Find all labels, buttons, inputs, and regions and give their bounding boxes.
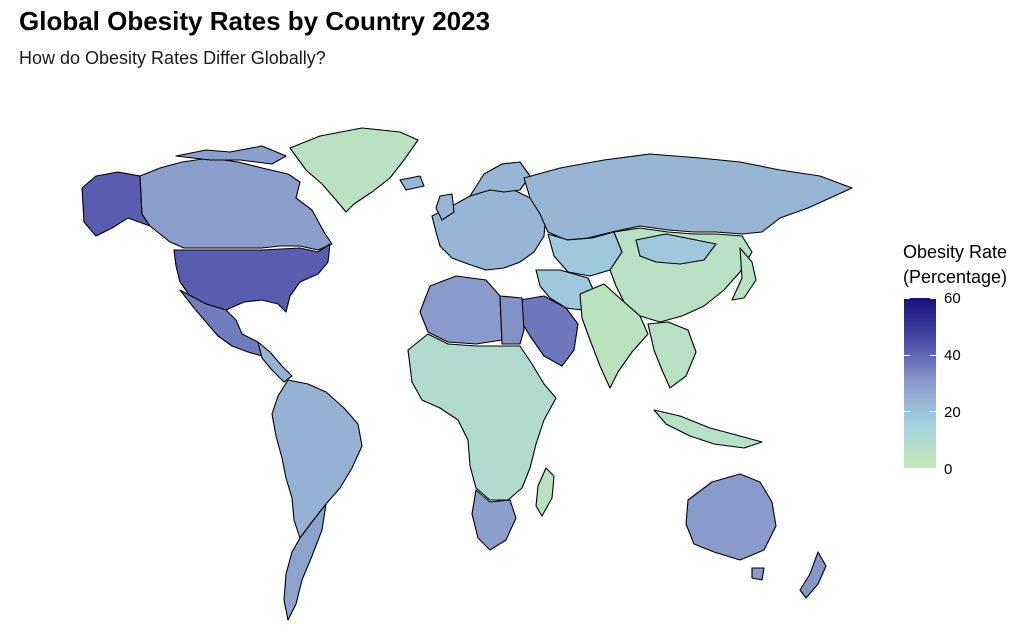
region-north-africa — [419, 275, 503, 345]
region-india — [579, 283, 649, 389]
legend-title-line1: Obesity Rate — [903, 242, 1008, 262]
legend-tick-60: 60 — [944, 290, 961, 307]
region-tasmania — [751, 567, 765, 581]
legend-tick-mark — [904, 411, 910, 412]
region-united-kingdom — [435, 193, 455, 221]
legend-tick-mark — [930, 411, 936, 412]
region-russia — [523, 153, 853, 241]
legend-color-bar — [904, 298, 936, 469]
region-scandinavia — [469, 161, 531, 197]
region-south-america — [271, 379, 363, 539]
legend-tick-0: 0 — [944, 461, 953, 478]
region-australia — [685, 473, 777, 561]
region-sub-saharan-africa — [407, 333, 557, 501]
region-arctic-islands — [175, 145, 287, 165]
region-japan — [731, 247, 757, 301]
legend-tick-mark — [930, 468, 936, 469]
region-madagascar — [535, 467, 555, 517]
world-map — [81, 127, 853, 621]
chart-subtitle: How do Obesity Rates Differ Globally? — [19, 48, 326, 68]
legend-tick-mark — [904, 468, 910, 469]
legend-title-line2: (Percentage) — [903, 267, 1008, 287]
legend-tick-mark — [930, 355, 936, 356]
region-egypt — [499, 295, 525, 345]
region-southeast-asia — [647, 321, 697, 389]
region-new-zealand — [799, 551, 827, 599]
region-canada — [139, 157, 333, 251]
legend-tick-mark — [904, 298, 910, 299]
region-argentina — [283, 503, 327, 621]
chart-title: Global Obesity Rates by Country 2023 — [19, 6, 491, 36]
legend-tick-mark — [904, 355, 910, 356]
legend-tick-40: 40 — [944, 347, 961, 364]
region-south-africa — [471, 489, 517, 551]
region-iceland — [399, 175, 425, 191]
region-central-america — [257, 341, 293, 383]
region-indonesia — [653, 409, 763, 449]
color-legend: Obesity Rate (Percentage) 60 40 20 0 — [903, 240, 1033, 478]
region-greenland — [289, 127, 419, 213]
legend-tick-mark — [930, 298, 936, 299]
legend-tick-20: 20 — [944, 404, 961, 421]
region-mongolia — [635, 233, 717, 265]
